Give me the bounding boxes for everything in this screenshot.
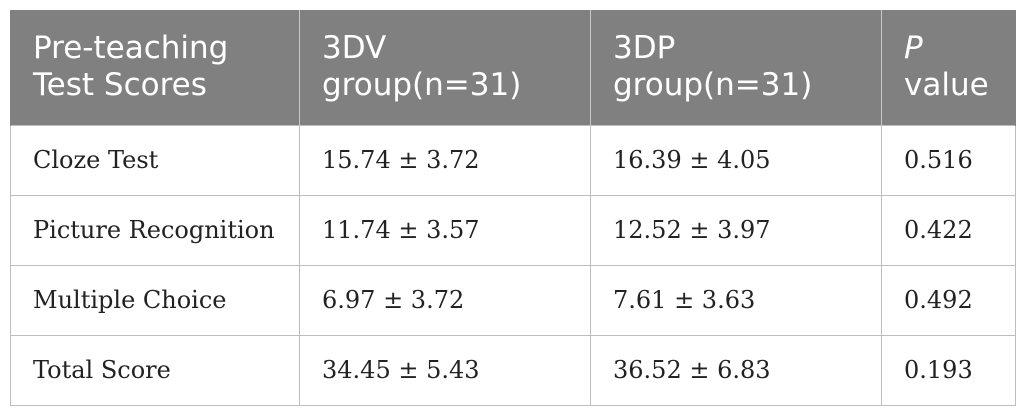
table-header: Pre-teaching Test Scores 3DV group(n=31)…	[10, 10, 1016, 125]
row-label: Multiple Choice	[10, 264, 300, 336]
cell-p-value: 0.193	[881, 334, 1016, 406]
table-row: Multiple Choice 6.97 ± 3.72 7.61 ± 3.63 …	[10, 264, 1016, 336]
cell-3dv: 6.97 ± 3.72	[299, 264, 591, 336]
header-3dp-line2: group(n=31)	[613, 67, 813, 103]
header-3dv-line2: group(n=31)	[322, 67, 522, 103]
cell-p-value: 0.516	[881, 124, 1016, 196]
cell-3dv: 15.74 ± 3.72	[299, 124, 591, 196]
header-3dp-line1: 3DP	[613, 30, 676, 66]
header-3dv-line1: 3DV	[322, 30, 387, 66]
header-p-value: P value	[881, 10, 1016, 125]
header-test-scores-line2: Test Scores	[33, 67, 207, 103]
header-test-scores-line1: Pre-teaching	[33, 30, 229, 66]
table-row: Cloze Test 15.74 ± 3.72 16.39 ± 4.05 0.5…	[10, 124, 1016, 196]
row-label: Picture Recognition	[10, 194, 300, 266]
header-row: Pre-teaching Test Scores 3DV group(n=31)…	[10, 10, 1016, 125]
table-body: Cloze Test 15.74 ± 3.72 16.39 ± 4.05 0.5…	[10, 124, 1016, 406]
header-p-letter: P	[904, 30, 923, 66]
cell-3dp: 16.39 ± 4.05	[590, 124, 882, 196]
header-test-scores: Pre-teaching Test Scores	[10, 10, 300, 125]
pre-teaching-scores-table: Pre-teaching Test Scores 3DV group(n=31)…	[10, 10, 1016, 406]
cell-3dp: 36.52 ± 6.83	[590, 334, 882, 406]
cell-p-value: 0.492	[881, 264, 1016, 336]
header-p-value-line2: value	[904, 67, 989, 103]
header-3dp-group: 3DP group(n=31)	[590, 10, 882, 125]
header-3dv-group: 3DV group(n=31)	[299, 10, 591, 125]
table-row: Picture Recognition 11.74 ± 3.57 12.52 ±…	[10, 194, 1016, 266]
cell-3dv: 11.74 ± 3.57	[299, 194, 591, 266]
row-label: Total Score	[10, 334, 300, 406]
cell-3dp: 12.52 ± 3.97	[590, 194, 882, 266]
cell-p-value: 0.422	[881, 194, 1016, 266]
table-row: Total Score 34.45 ± 5.43 36.52 ± 6.83 0.…	[10, 334, 1016, 406]
cell-3dv: 34.45 ± 5.43	[299, 334, 591, 406]
scores-table-container: Pre-teaching Test Scores 3DV group(n=31)…	[10, 10, 1016, 406]
cell-3dp: 7.61 ± 3.63	[590, 264, 882, 336]
row-label: Cloze Test	[10, 124, 300, 196]
